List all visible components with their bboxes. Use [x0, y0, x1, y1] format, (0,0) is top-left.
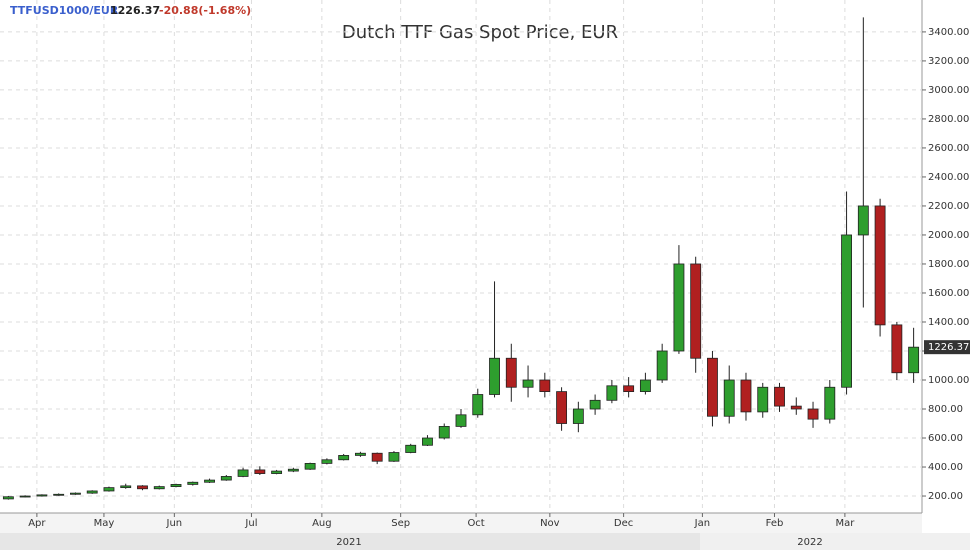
candle-body	[354, 452, 366, 456]
x-tick-label: Aug	[312, 518, 332, 529]
y-tick-label: 400.00	[928, 462, 963, 473]
last-price-tag	[924, 340, 970, 355]
candle-body	[388, 452, 400, 462]
y-tick-label: 200.00	[928, 491, 963, 502]
year-label: 2022	[797, 537, 822, 548]
y-tick-label: 3400.00	[928, 27, 969, 38]
candle-body	[690, 263, 702, 359]
y-tick-label: 2800.00	[928, 114, 969, 125]
candle-body	[287, 468, 299, 472]
candle-body	[170, 484, 182, 488]
y-tick-label: 600.00	[928, 433, 963, 444]
y-tick-label: 2000.00	[928, 230, 969, 241]
price-change: -20.88(-1.68%)	[159, 4, 251, 17]
candle-body	[371, 452, 383, 462]
candle-body	[2, 496, 14, 500]
candle-body	[86, 490, 98, 494]
candle-body	[220, 476, 232, 481]
candle-body	[656, 350, 668, 381]
y-tick-label: 2400.00	[928, 172, 969, 183]
y-tick-label: 1000.00	[928, 375, 969, 386]
y-tick-label: 2200.00	[928, 201, 969, 212]
x-tick-label: Mar	[835, 518, 855, 529]
candle-body	[103, 487, 115, 492]
y-tick-label: 3200.00	[928, 56, 969, 67]
candle-body	[19, 495, 31, 498]
candle-body	[790, 405, 802, 410]
candle-body	[874, 205, 886, 326]
candle-body	[774, 386, 785, 407]
candle-body	[623, 385, 635, 393]
last-price: 1226.37	[110, 4, 160, 17]
candle-body	[70, 492, 81, 495]
year-strip	[0, 533, 700, 550]
candle-body	[707, 357, 718, 417]
candle-body	[455, 414, 467, 427]
candle-body	[137, 485, 148, 490]
y-tick-label: 1800.00	[928, 259, 969, 270]
candle-body	[321, 459, 333, 464]
y-tick-label: 800.00	[928, 404, 963, 415]
x-tick-label: Jan	[694, 518, 710, 529]
candle-body	[204, 479, 215, 483]
candle-body	[271, 470, 283, 474]
candle-body	[673, 263, 685, 352]
y-tick-label: 3000.00	[928, 85, 969, 96]
candle-body	[606, 385, 618, 401]
y-tick-label: 1600.00	[928, 288, 969, 299]
chart-title: Dutch TTF Gas Spot Price, EUR	[342, 22, 618, 43]
year-label: 2021	[336, 537, 361, 548]
candle-body	[505, 357, 517, 388]
candle-body	[36, 494, 48, 497]
candle-body	[304, 462, 316, 470]
y-tick-label: 2600.00	[928, 143, 969, 154]
candle-body	[639, 379, 651, 393]
x-tick-label: Feb	[766, 518, 784, 529]
candle-body	[589, 399, 601, 410]
x-tick-label: Apr	[28, 518, 46, 529]
x-tick-label: Oct	[467, 518, 484, 529]
symbol: TTFUSD1000/EUR	[10, 4, 119, 17]
x-tick-label: Jul	[244, 518, 257, 529]
year-strip	[700, 533, 970, 550]
candle-body	[723, 379, 735, 417]
candle-body	[472, 394, 484, 416]
candle-body	[807, 408, 819, 420]
y-tick-label: 1400.00	[928, 317, 969, 328]
candle-body	[572, 408, 584, 424]
candle-body	[841, 234, 852, 388]
candle-body	[824, 386, 836, 420]
candle-body	[237, 469, 249, 477]
candle-body	[422, 437, 433, 446]
candle-body	[556, 391, 568, 424]
candle-body	[908, 346, 920, 374]
candle-body	[857, 205, 869, 236]
candle-body	[153, 486, 165, 490]
candle-body	[539, 379, 551, 393]
candle-body	[489, 357, 500, 395]
candle-body	[740, 379, 752, 413]
candle-body	[757, 386, 769, 413]
x-axis-strip	[0, 513, 922, 533]
x-tick-label: Jun	[166, 518, 183, 529]
candle-body	[522, 379, 534, 388]
x-tick-label: Dec	[614, 518, 633, 529]
candle-body	[187, 481, 199, 485]
x-tick-label: Nov	[540, 518, 560, 529]
candle-body	[438, 426, 450, 439]
candle-body	[53, 493, 65, 496]
last-price-label: 1226.37	[928, 342, 969, 353]
candle-body	[891, 324, 903, 374]
candle-body	[120, 485, 132, 489]
x-tick-label: Sep	[391, 518, 410, 529]
x-tick-label: May	[94, 518, 115, 529]
candle-body	[338, 455, 350, 461]
candle-body	[254, 469, 266, 474]
candle-body	[405, 444, 417, 453]
